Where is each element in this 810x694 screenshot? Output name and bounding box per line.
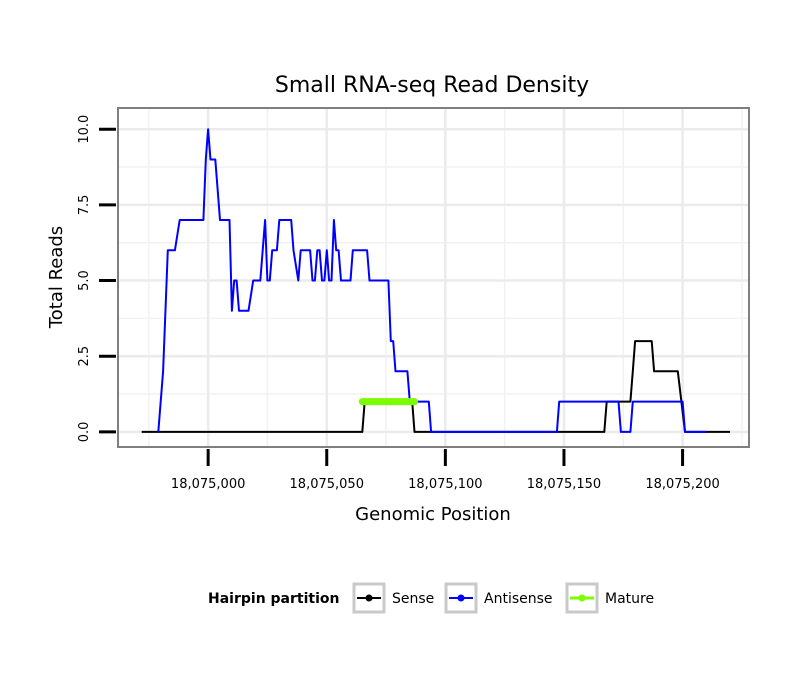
chart-title: Small RNA-seq Read Density bbox=[275, 73, 589, 98]
x-axis: 18,075,000 18,075,050 18,075,100 18,075,150… bbox=[171, 449, 720, 492]
legend-items: Sense Antisense Mature bbox=[352, 582, 654, 614]
legend-label-antisense: Antisense bbox=[484, 591, 553, 607]
x-tick-label: 18,075,100 bbox=[408, 477, 482, 492]
legend-label-sense: Sense bbox=[392, 591, 434, 607]
series-layer bbox=[141, 128, 730, 433]
grid-layer bbox=[118, 108, 749, 447]
legend-label-mature: Mature bbox=[605, 591, 654, 607]
x-tick-label: 18,075,150 bbox=[527, 477, 601, 492]
y-axis-label: Total Reads bbox=[46, 226, 67, 329]
y-tick-label: 2.5 bbox=[77, 346, 92, 367]
x-tick-label: 18,075,000 bbox=[171, 477, 245, 492]
legend-key-point bbox=[578, 594, 586, 602]
legend-key-point bbox=[457, 594, 465, 602]
legend: Hairpin partition Sense Antisense Mature bbox=[208, 582, 654, 614]
x-tick-label: 18,075,200 bbox=[645, 477, 719, 492]
series-line-antisense bbox=[157, 128, 707, 433]
x-axis-label: Genomic Position bbox=[355, 504, 511, 525]
y-tick-label: 7.5 bbox=[77, 195, 92, 216]
y-tick-label: 10.0 bbox=[77, 115, 92, 144]
legend-title: Hairpin partition bbox=[208, 591, 339, 607]
legend-key-point bbox=[365, 594, 373, 602]
y-tick-label: 5.0 bbox=[77, 270, 92, 291]
series-line-sense bbox=[141, 340, 730, 433]
x-tick-label: 18,075,050 bbox=[290, 477, 364, 492]
plot-panel-border bbox=[117, 107, 750, 448]
y-axis: 0.0 2.5 5.0 7.5 10.0 bbox=[77, 115, 116, 443]
y-tick-label: 0.0 bbox=[77, 422, 92, 443]
